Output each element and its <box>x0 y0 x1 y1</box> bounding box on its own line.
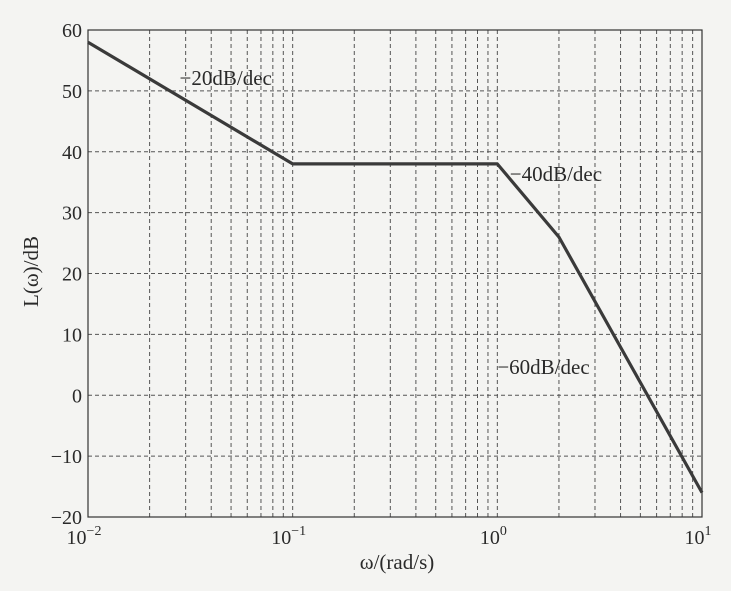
slope-annotation: −40dB/dec <box>510 162 602 186</box>
plot-frame <box>87 29 703 518</box>
x-tick-exponent: 0 <box>500 524 507 539</box>
y-tick-label: 10 <box>62 324 82 346</box>
series-line <box>87 40 704 494</box>
x-tick-base: 10 <box>271 527 291 549</box>
x-tick-exponent: −2 <box>87 524 102 539</box>
y-tick-label: 0 <box>72 385 82 407</box>
x-tick-labels: 10−2 10−1 100 101 <box>67 524 712 549</box>
y-tick-labels: 60 50 40 30 20 10 0 −10 −20 <box>51 20 82 529</box>
slope-annotation: −60dB/dec <box>497 355 589 379</box>
x-tick-base: 10 <box>480 527 500 549</box>
x-tick-base: 10 <box>67 527 87 549</box>
x-axis-label: ω/(rad/s) <box>360 550 434 574</box>
x-tick-exponent: 1 <box>705 524 712 539</box>
y-tick-label: 50 <box>62 81 82 103</box>
y-tick-label: −20 <box>51 507 82 529</box>
x-tick-exponent: −1 <box>291 524 306 539</box>
y-tick-label: 60 <box>62 20 82 42</box>
y-tick-label: −10 <box>51 446 82 468</box>
annotations: −20dB/dec −40dB/dec −60dB/dec <box>180 66 603 379</box>
x-tick-label: 100 <box>480 524 507 549</box>
y-tick-label: 30 <box>62 203 82 225</box>
series-group <box>87 40 704 494</box>
x-tick-label: 101 <box>685 524 712 549</box>
x-tick-label: 10−2 <box>67 524 102 549</box>
slope-annotation: −20dB/dec <box>180 66 272 90</box>
y-axis-label: L(ω)/dB <box>19 236 43 307</box>
y-tick-label: 20 <box>62 264 82 286</box>
grid <box>88 30 702 517</box>
x-tick-label: 10−1 <box>271 524 306 549</box>
x-tick-base: 10 <box>685 527 705 549</box>
y-tick-label: 40 <box>62 142 82 164</box>
